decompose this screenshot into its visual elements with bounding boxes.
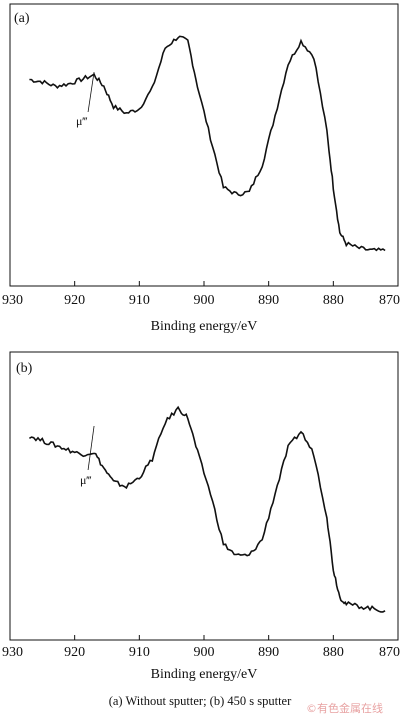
x-tick-label: 890 — [258, 293, 279, 308]
x-tick-label: 880 — [323, 645, 344, 660]
x-tick-label: 890 — [258, 645, 279, 660]
panel-label-a: (a) — [14, 11, 30, 26]
x-tick-label: 930 — [2, 645, 23, 660]
x-tick-label: 880 — [323, 293, 344, 308]
panel-a: (a) 930 920 910 900 890 880 870 μ‴ Binding ene… — [2, 3, 400, 334]
x-ticks-a: 930 920 910 900 890 880 870 — [2, 281, 400, 308]
x-tick-label: 910 — [129, 293, 150, 308]
x-tick-label: 920 — [64, 293, 85, 308]
annotation-label-a: μ‴ — [76, 114, 87, 128]
plot-frame-a — [9, 3, 399, 287]
x-axis-label-a: Binding energy/eV — [151, 319, 258, 334]
annotation-leader-b — [87, 425, 95, 471]
annotation-leader-a — [87, 71, 95, 113]
x-axis-label-b: Binding energy/eV — [151, 667, 258, 682]
x-tick-label: 870 — [379, 645, 400, 660]
x-tick-label: 900 — [194, 293, 215, 308]
spectrum-line-b — [29, 405, 386, 613]
panel-label-b: (b) — [16, 361, 33, 376]
figure-caption: (a) Without sputter; (b) 450 s sputter — [108, 694, 292, 708]
panel-b: (b) 930 920 910 900 890 880 870 μ‴ Binding ene… — [2, 351, 400, 682]
spectrum-line-a — [29, 35, 386, 252]
x-ticks-b: 930 920 910 900 890 880 870 — [2, 635, 400, 660]
x-tick-label: 870 — [379, 293, 400, 308]
annotation-label-b: μ‴ — [80, 473, 91, 487]
watermark: ©有色金属在线 — [306, 702, 383, 715]
x-tick-label: 900 — [194, 645, 215, 660]
x-tick-label: 930 — [2, 293, 23, 308]
x-tick-label: 920 — [64, 645, 85, 660]
x-tick-label: 910 — [129, 645, 150, 660]
